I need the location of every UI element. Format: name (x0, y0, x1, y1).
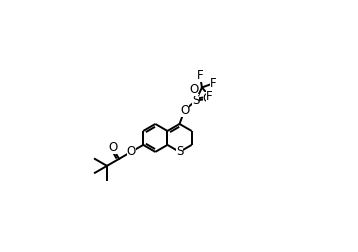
Text: O: O (203, 92, 212, 105)
Text: O: O (189, 83, 198, 96)
Text: F: F (210, 77, 217, 90)
Text: O: O (126, 145, 136, 159)
Text: O: O (180, 104, 189, 117)
Text: O: O (108, 142, 117, 154)
Text: S: S (176, 145, 183, 159)
Text: S: S (192, 94, 199, 107)
Text: F: F (197, 69, 203, 82)
Text: F: F (206, 90, 213, 103)
